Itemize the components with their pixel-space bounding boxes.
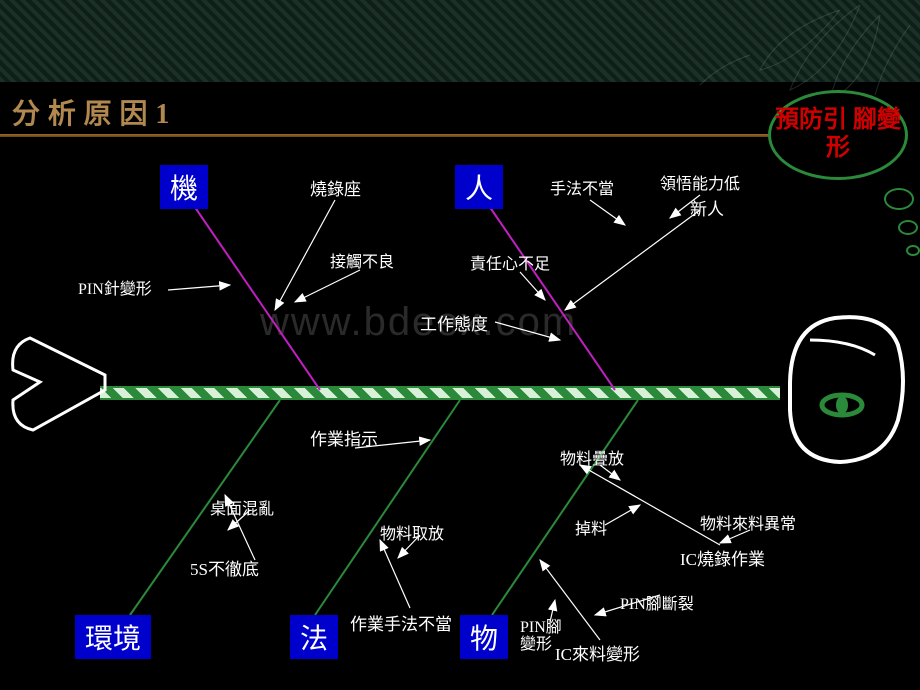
category-man: 人: [455, 165, 503, 209]
cause-label: 燒錄座: [310, 175, 361, 200]
cause-label: 手法不當: [550, 175, 614, 199]
cause-label: 領悟能力低: [660, 170, 740, 194]
cause-label: PIN腳斷裂: [620, 590, 694, 614]
category-material: 物: [460, 615, 508, 659]
category-env: 環境: [75, 615, 151, 659]
cause-label: IC來料變形: [555, 640, 640, 665]
category-method: 法: [290, 615, 338, 659]
cause-label: 物料取放: [380, 520, 444, 544]
cause-label: PIN腳 變形: [520, 620, 562, 654]
cause-label: 接觸不良: [330, 248, 394, 272]
cause-label: 5S不徹底: [190, 555, 259, 580]
category-machine: 機: [160, 165, 208, 209]
cause-label: 作業手法不當: [350, 610, 452, 635]
cause-label: IC燒錄作業: [680, 545, 765, 570]
cause-label: 桌面混亂: [210, 495, 274, 519]
cause-label: 掉料: [575, 515, 607, 539]
cause-label: 工作態度: [420, 310, 488, 335]
fishbone-svg: [0, 0, 920, 690]
cause-label: 新人: [690, 195, 724, 220]
cause-label: 作業指示: [310, 425, 378, 450]
cause-label: 責任心不足: [470, 250, 550, 274]
cause-label: 物料來料異常: [700, 510, 796, 534]
cause-label: PIN針變形: [78, 275, 152, 299]
cause-label: 物料疊放: [560, 445, 624, 469]
